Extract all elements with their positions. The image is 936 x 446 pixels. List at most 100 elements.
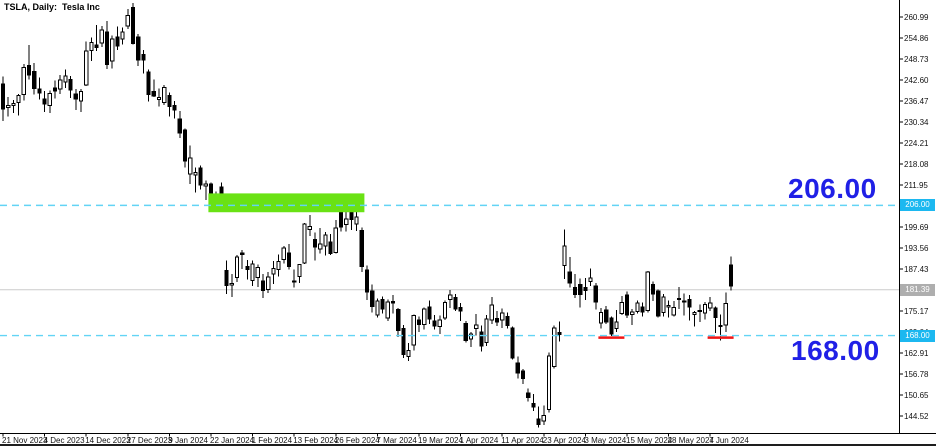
candle-body <box>640 306 645 313</box>
candle-body <box>510 327 515 359</box>
candle-body <box>546 355 552 411</box>
candle-body <box>474 324 479 329</box>
candle-body <box>141 53 146 61</box>
candle-body <box>234 256 240 278</box>
level-price-tag-206[interactable]: 206.00 <box>900 199 935 212</box>
candle-body <box>557 331 562 336</box>
symbol-title: TSLA, Daily: Tesla Inc <box>4 2 100 12</box>
candle-body <box>318 243 323 250</box>
candlestick-series <box>0 2 734 428</box>
candle-body <box>619 302 624 314</box>
candle-body <box>416 319 422 325</box>
level-annotation-168[interactable]: 168.00 <box>791 335 880 366</box>
candle-body <box>385 301 390 319</box>
candle-body <box>271 267 276 275</box>
price-axis-label: 242.60 <box>904 75 929 85</box>
candle-body <box>437 319 442 328</box>
candle-body <box>89 42 94 52</box>
candle-body <box>604 309 609 323</box>
candle-body <box>73 93 78 100</box>
level-annotation-206[interactable]: 206.00 <box>788 173 877 204</box>
time-axis-label: 28 May 2024 <box>667 436 714 445</box>
candle-body <box>359 229 364 268</box>
level-price-tag-168[interactable]: 168.00 <box>900 329 935 342</box>
candle-body <box>536 418 541 425</box>
candle-body <box>307 225 312 230</box>
candle-body <box>136 36 141 61</box>
candle-body <box>125 15 130 27</box>
candle-body <box>52 87 58 92</box>
candle-body <box>442 301 448 319</box>
candle-body <box>422 308 427 326</box>
price-axis-label: 187.43 <box>904 264 929 274</box>
candle-body <box>531 403 536 408</box>
price-axis-label: 199.69 <box>904 222 929 232</box>
candle-body <box>21 67 26 96</box>
candle-body <box>609 317 614 335</box>
candle-body <box>505 316 510 326</box>
candle-body <box>167 94 172 107</box>
candle-body <box>572 287 578 295</box>
candle-body <box>453 297 458 310</box>
candle-body <box>156 96 162 101</box>
price-axis-label: 150.65 <box>904 390 929 400</box>
candle-body <box>500 312 505 321</box>
candle-body <box>656 290 661 317</box>
time-axis-label: 11 Apr 2024 <box>501 436 544 445</box>
price-axis-label: 193.56 <box>904 243 929 253</box>
candle-body <box>276 261 281 270</box>
candle-body <box>47 92 52 106</box>
candle-body <box>16 94 21 104</box>
time-axis-label: 4 Dec 2023 <box>43 436 85 445</box>
candle-body <box>645 271 650 312</box>
candle-body <box>198 167 203 186</box>
candle-body <box>390 300 396 304</box>
candle-body <box>697 310 702 313</box>
candle-body <box>6 105 11 109</box>
candle-body <box>520 370 526 379</box>
candle-body <box>99 29 104 44</box>
time-axis-label: 27 Dec 2023 <box>126 436 173 445</box>
time-axis-label: 7 Mar 2024 <box>376 436 417 445</box>
time-axis-label: 3 May 2024 <box>584 436 627 445</box>
candle-body <box>0 83 6 110</box>
candle-body <box>676 298 682 301</box>
candle-body <box>281 247 286 261</box>
candle-body <box>286 252 292 268</box>
candle-body <box>110 38 115 62</box>
candle-body <box>26 65 32 76</box>
candle-body <box>728 264 734 287</box>
axes <box>0 0 936 437</box>
candle-body <box>11 102 16 106</box>
candle-body <box>338 211 344 228</box>
time-axis-label: 13 Feb 2024 <box>293 436 339 445</box>
candle-body <box>354 216 359 225</box>
candle-body <box>37 88 42 94</box>
candle-body <box>380 298 385 310</box>
time-axis-label: 26 Feb 2024 <box>334 436 380 445</box>
candle-body <box>718 324 723 327</box>
candle-body <box>411 315 416 346</box>
candle-body <box>328 241 333 254</box>
candle-body <box>666 304 671 308</box>
candle-body <box>84 50 89 86</box>
candle-body <box>458 306 463 312</box>
supply-zone-rectangle[interactable] <box>208 193 365 213</box>
candle-body <box>78 90 84 102</box>
candle-body <box>614 321 619 330</box>
candle-body <box>312 238 318 248</box>
price-axis-label: 175.17 <box>904 306 929 316</box>
candle-body <box>401 327 406 355</box>
price-axis-label: 248.73 <box>904 54 929 64</box>
candle-body <box>229 282 234 286</box>
price-axis-label: 162.91 <box>904 348 929 358</box>
price-axis-label: 260.99 <box>904 12 929 22</box>
candle-body <box>203 183 208 187</box>
current-price-tag: 181.39 <box>900 283 935 296</box>
time-axis-label: 15 May 2024 <box>626 436 673 445</box>
time-axis-label: 7 Jun 2024 <box>709 436 749 445</box>
price-axis-label: 156.78 <box>904 369 929 379</box>
price-axis-label: 236.47 <box>904 96 929 106</box>
candle-body <box>682 300 687 303</box>
